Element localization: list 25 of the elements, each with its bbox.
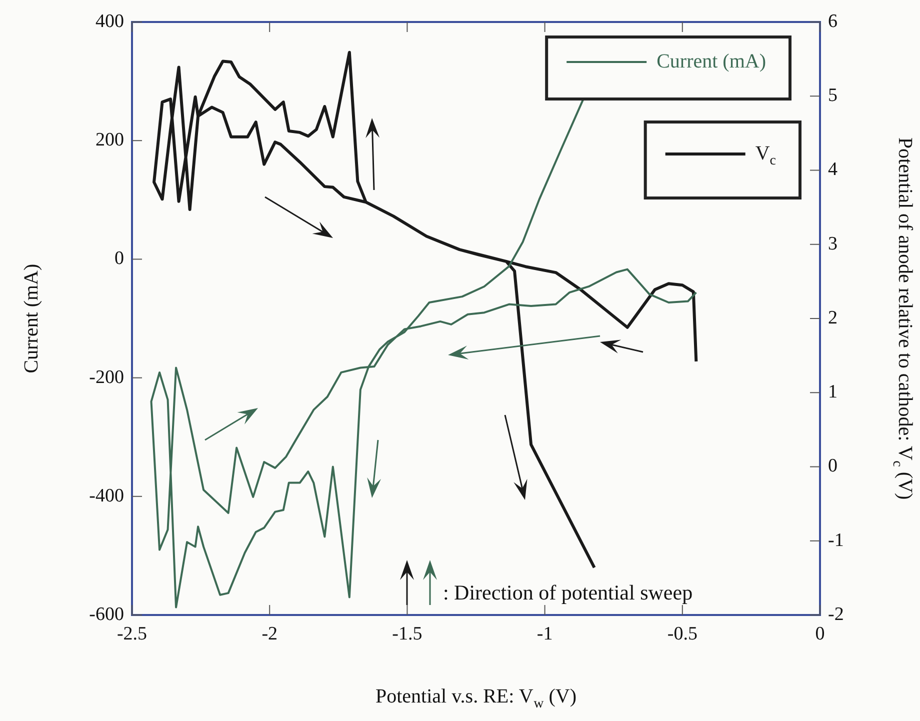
y2-tick-label: 0	[828, 456, 838, 477]
y2-tick-label: 5	[828, 85, 838, 106]
x-tick-label: 0	[815, 623, 825, 644]
y2-tick-label: 4	[828, 159, 838, 180]
x-tick-label: -2	[262, 623, 278, 644]
x-tick-label: -0.5	[667, 623, 698, 644]
y2-tick-label: 6	[828, 10, 838, 32]
y-tick-label: 0	[114, 248, 124, 270]
y-tick-label: 400	[96, 10, 124, 32]
y2-tick-label: 3	[828, 233, 838, 254]
y2-tick-label: 1	[828, 382, 838, 403]
y-tick-label: -200	[89, 366, 124, 388]
y2-tick-label: -1	[828, 530, 844, 551]
y-axis-title: Current (mA)	[20, 264, 42, 374]
y-tick-label: 200	[96, 130, 124, 151]
annotation: : Direction of potential sweep	[442, 580, 693, 605]
y2-tick-label: 2	[828, 307, 838, 328]
x-tick-label: -1.5	[392, 623, 422, 644]
y2-tick-label: -2	[828, 604, 844, 625]
y-tick-label: -400	[89, 485, 124, 506]
x-tick-label: -1	[536, 623, 553, 644]
y2-axis-title: Potential of anode relative to cathode: Vc (V)	[889, 137, 916, 500]
y-tick-label: -600	[89, 604, 124, 625]
x-tick-label: -2.5	[116, 623, 148, 644]
legend-label: Current (mA)	[656, 50, 766, 72]
